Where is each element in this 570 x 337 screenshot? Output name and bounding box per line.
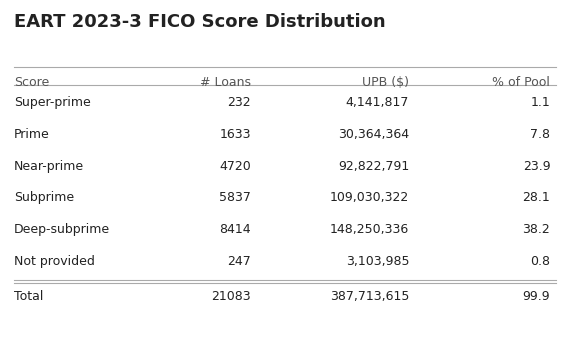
Text: 148,250,336: 148,250,336 bbox=[330, 223, 409, 236]
Text: Deep-subprime: Deep-subprime bbox=[14, 223, 110, 236]
Text: 232: 232 bbox=[227, 96, 251, 109]
Text: UPB ($): UPB ($) bbox=[362, 76, 409, 89]
Text: 99.9: 99.9 bbox=[523, 290, 550, 303]
Text: 5837: 5837 bbox=[219, 191, 251, 205]
Text: 30,364,364: 30,364,364 bbox=[338, 128, 409, 141]
Text: 38.2: 38.2 bbox=[523, 223, 550, 236]
Text: 247: 247 bbox=[227, 255, 251, 268]
Text: 8414: 8414 bbox=[219, 223, 251, 236]
Text: 1633: 1633 bbox=[219, 128, 251, 141]
Text: 23.9: 23.9 bbox=[523, 160, 550, 173]
Text: Prime: Prime bbox=[14, 128, 50, 141]
Text: Not provided: Not provided bbox=[14, 255, 95, 268]
Text: EART 2023-3 FICO Score Distribution: EART 2023-3 FICO Score Distribution bbox=[14, 13, 386, 31]
Text: 4720: 4720 bbox=[219, 160, 251, 173]
Text: 92,822,791: 92,822,791 bbox=[338, 160, 409, 173]
Text: 387,713,615: 387,713,615 bbox=[330, 290, 409, 303]
Text: 0.8: 0.8 bbox=[530, 255, 550, 268]
Text: 7.8: 7.8 bbox=[530, 128, 550, 141]
Text: Super-prime: Super-prime bbox=[14, 96, 91, 109]
Text: % of Pool: % of Pool bbox=[492, 76, 550, 89]
Text: 1.1: 1.1 bbox=[531, 96, 550, 109]
Text: Score: Score bbox=[14, 76, 50, 89]
Text: 109,030,322: 109,030,322 bbox=[330, 191, 409, 205]
Text: 3,103,985: 3,103,985 bbox=[345, 255, 409, 268]
Text: # Loans: # Loans bbox=[200, 76, 251, 89]
Text: 4,141,817: 4,141,817 bbox=[346, 96, 409, 109]
Text: Near-prime: Near-prime bbox=[14, 160, 84, 173]
Text: 28.1: 28.1 bbox=[523, 191, 550, 205]
Text: Total: Total bbox=[14, 290, 43, 303]
Text: Subprime: Subprime bbox=[14, 191, 74, 205]
Text: 21083: 21083 bbox=[211, 290, 251, 303]
